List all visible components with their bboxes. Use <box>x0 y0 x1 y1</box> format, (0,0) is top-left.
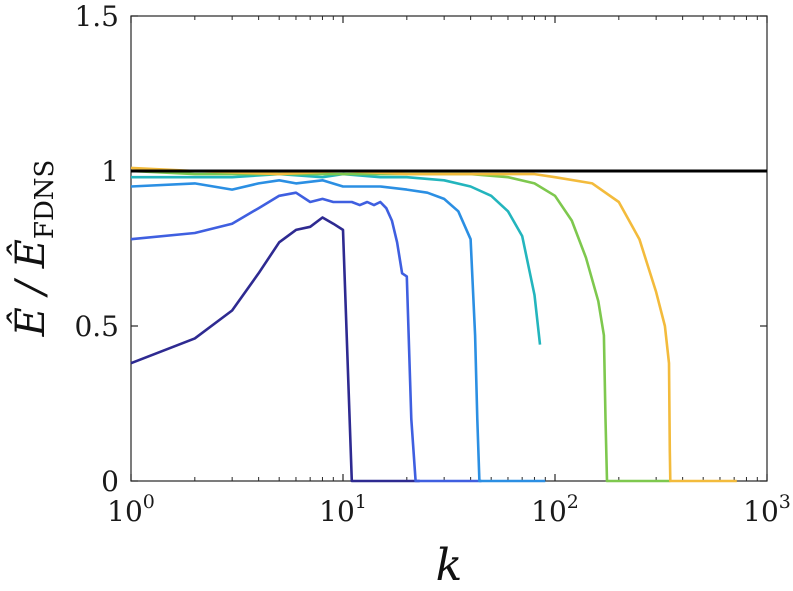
x-tick-label-0: 100 <box>107 491 155 528</box>
data-series <box>130 166 767 483</box>
x-tick-label-3: 103 <box>743 491 791 528</box>
plot-area <box>130 15 768 482</box>
series-line-4 <box>131 172 542 345</box>
series-line-1 <box>130 216 420 483</box>
y-axis-label-main: Ê / Ê <box>7 239 54 337</box>
y-tick-labels: 0 0.5 1 1.5 <box>74 0 119 498</box>
y-tick-label-2: 1 <box>101 155 119 188</box>
y-tick-label-1: 0.5 <box>74 310 119 343</box>
series-line-3 <box>130 179 546 483</box>
series-line-5 <box>130 169 671 483</box>
y-tick-label-3: 1.5 <box>74 0 119 33</box>
y-axis-label: Ê / ÊFDNS <box>7 160 60 338</box>
x-tick-labels: 100 101 102 103 <box>107 491 791 528</box>
x-tick-label-1: 101 <box>319 491 367 528</box>
y-tick-label-0: 0 <box>101 465 119 498</box>
y-axis-label-subscript: FDNS <box>30 160 60 239</box>
x-tick-label-2: 102 <box>531 491 579 528</box>
series-line-2 <box>130 191 482 483</box>
x-axis-label: k <box>436 540 463 591</box>
